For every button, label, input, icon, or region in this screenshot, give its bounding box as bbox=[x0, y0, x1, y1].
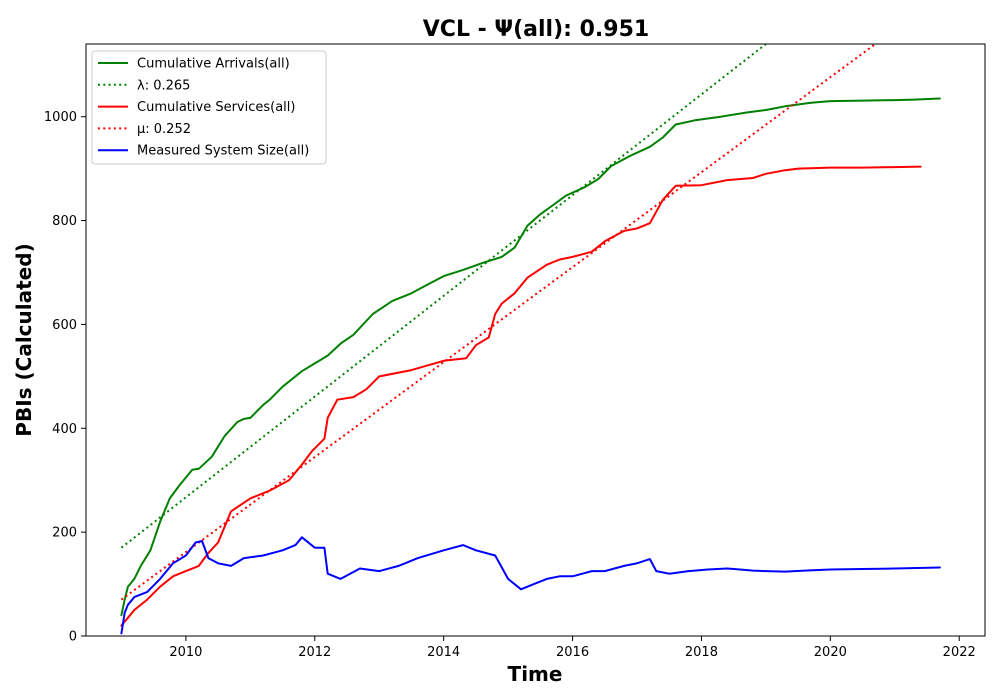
axes-layer bbox=[85, 43, 986, 637]
y-tick-label: 200 bbox=[52, 526, 77, 541]
legend-label: Measured System Size(all) bbox=[137, 144, 309, 159]
x-tick-label: 2010 bbox=[169, 645, 202, 660]
series-line-cumulative-arrivals-all bbox=[120, 97, 941, 617]
y-tick-label: 0 bbox=[69, 630, 77, 645]
x-ticks: 2010 2012 2014 2016 2018 2020 2022 bbox=[169, 636, 976, 660]
x-tick-label: 2014 bbox=[427, 645, 460, 660]
chart-title: VCL - Ψ(all): 0.951 bbox=[423, 17, 649, 42]
legend-label: Cumulative Arrivals(all) bbox=[137, 57, 290, 72]
legend-label: λ: 0.265 bbox=[137, 78, 190, 93]
y-tick-label: 600 bbox=[52, 318, 77, 333]
series-line-measured-system-size-all bbox=[120, 536, 941, 635]
x-axis-label: Time bbox=[508, 662, 563, 686]
y-axis-label: PBIs (Calculated) bbox=[12, 243, 36, 436]
series-line-0-265 bbox=[120, 44, 767, 549]
legend-items: Cumulative Arrivals(all) λ: 0.265 Cumulati… bbox=[98, 57, 309, 159]
x-tick-label: 2020 bbox=[814, 645, 847, 660]
series-line-0-252 bbox=[120, 44, 876, 601]
y-tick-label: 1000 bbox=[44, 110, 77, 125]
legend-label: μ: 0.252 bbox=[137, 122, 191, 137]
y-tick-label: 400 bbox=[52, 422, 77, 437]
y-ticks: 0 200 400 600 800 1000 bbox=[44, 110, 86, 645]
legend-label: Cumulative Services(all) bbox=[137, 100, 295, 115]
x-tick-label: 2022 bbox=[943, 645, 976, 660]
legend: Cumulative Arrivals(all) λ: 0.265 Cumulati… bbox=[91, 50, 327, 165]
legend-box bbox=[91, 50, 327, 165]
plot-frame bbox=[85, 43, 986, 637]
x-tick-label: 2018 bbox=[685, 645, 718, 660]
x-tick-label: 2016 bbox=[556, 645, 589, 660]
x-tick-label: 2012 bbox=[298, 645, 331, 660]
series-line-cumulative-services-all bbox=[120, 165, 922, 627]
series-layer bbox=[120, 44, 941, 635]
y-tick-label: 800 bbox=[52, 214, 77, 229]
